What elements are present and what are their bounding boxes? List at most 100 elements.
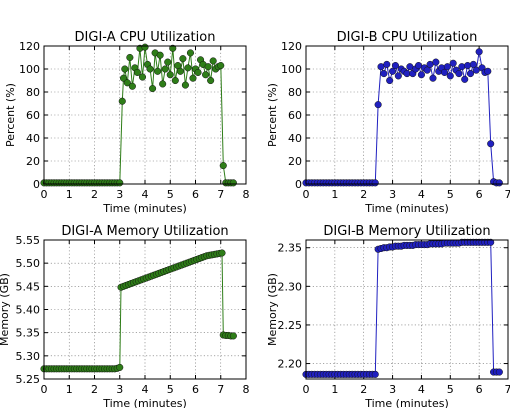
x-tick-label: 1 xyxy=(331,383,338,396)
y-axis-label: Memory (GB) xyxy=(266,273,279,346)
data-point xyxy=(458,63,466,71)
y-tick-label: 60 xyxy=(26,109,40,122)
data-point xyxy=(455,70,463,78)
data-point xyxy=(371,370,379,378)
data-point xyxy=(179,55,187,63)
data-point xyxy=(386,76,394,85)
x-tick-label: 3 xyxy=(116,383,123,396)
x-tick-label: 5 xyxy=(447,188,454,201)
y-tick-label: 5.35 xyxy=(16,327,41,340)
data-point xyxy=(217,62,225,70)
x-axis-label: Time (minutes) xyxy=(364,202,449,215)
data-point xyxy=(146,65,154,73)
chart-title: DIGI-A Memory Utilization xyxy=(61,224,228,239)
plot-frame xyxy=(43,239,247,380)
data-point xyxy=(133,68,141,76)
data-point xyxy=(209,57,217,65)
y-tick-label: 5.55 xyxy=(16,234,41,247)
data-point xyxy=(207,76,215,85)
x-tick-label: 6 xyxy=(192,383,199,396)
y-tick-label: 40 xyxy=(288,132,302,145)
data-point xyxy=(449,59,457,67)
x-tick-label: 6 xyxy=(192,188,199,201)
plot-frame xyxy=(305,45,509,185)
data-point xyxy=(464,62,472,70)
x-tick-label: 3 xyxy=(389,383,396,396)
plot-frame xyxy=(43,45,247,185)
x-tick-label: 2 xyxy=(91,383,98,396)
y-tick-label: 5.30 xyxy=(16,350,41,363)
y-tick-label: 2.35 xyxy=(278,242,303,255)
x-tick-label: 3 xyxy=(116,188,123,201)
y-tick-label: 2.25 xyxy=(278,319,303,332)
x-tick-label: 5 xyxy=(167,383,174,396)
x-tick-label: 8 xyxy=(243,383,250,396)
x-tick-label: 5 xyxy=(167,188,174,201)
x-tick-label: 2 xyxy=(360,188,367,201)
data-point xyxy=(495,179,503,187)
data-point xyxy=(149,85,157,93)
data-point xyxy=(181,81,189,89)
x-tick-label: 7 xyxy=(217,188,224,201)
data-point xyxy=(495,368,503,376)
data-point xyxy=(466,70,475,78)
data-point xyxy=(154,67,162,75)
data-point xyxy=(389,67,397,75)
data-point xyxy=(443,63,451,71)
data-point xyxy=(138,73,147,81)
y-tick-label: 5.45 xyxy=(16,280,41,293)
data-point xyxy=(484,67,492,75)
y-axis-label: Percent (%) xyxy=(4,83,17,147)
data-point xyxy=(116,363,124,371)
data-point xyxy=(189,74,197,82)
data-point xyxy=(380,70,388,78)
data-point xyxy=(417,71,425,79)
y-tick-label: 100 xyxy=(281,63,302,76)
data-point xyxy=(186,49,194,57)
data-point xyxy=(156,51,164,59)
y-tick-label: 2.20 xyxy=(278,358,303,371)
y-tick-label: 120 xyxy=(19,40,40,53)
data-point xyxy=(229,179,237,187)
data-point xyxy=(194,68,202,76)
y-tick-label: 5.25 xyxy=(16,373,41,386)
y-axis-label: Memory (GB) xyxy=(0,273,11,346)
chart-title: DIGI-B CPU Utilization xyxy=(337,30,478,45)
y-tick-label: 2.30 xyxy=(278,280,303,293)
y-tick-label: 80 xyxy=(288,86,302,99)
data-point xyxy=(219,162,227,170)
data-point xyxy=(440,68,449,76)
y-tick-label: 5.40 xyxy=(16,304,41,317)
data-point xyxy=(164,58,172,66)
y-tick-label: 20 xyxy=(288,155,302,168)
data-point xyxy=(184,64,192,72)
x-tick-label: 1 xyxy=(331,188,338,201)
data-point xyxy=(119,74,128,82)
data-point xyxy=(204,63,212,71)
data-point xyxy=(446,72,454,80)
x-tick-label: 8 xyxy=(243,188,250,201)
data-point xyxy=(374,101,382,109)
x-tick-label: 4 xyxy=(418,383,425,396)
data-point xyxy=(475,48,483,56)
plot-frame xyxy=(305,239,509,380)
x-tick-label: 0 xyxy=(41,188,48,201)
x-tick-label: 4 xyxy=(142,383,149,396)
x-tick-label: 2 xyxy=(360,383,367,396)
data-point xyxy=(487,238,495,246)
data-point xyxy=(461,75,469,83)
x-tick-label: 7 xyxy=(217,383,224,396)
chart-title: DIGI-B Memory Utilization xyxy=(323,224,490,239)
x-tick-label: 4 xyxy=(142,188,149,201)
series-line xyxy=(44,252,234,370)
data-point xyxy=(116,179,124,187)
data-point xyxy=(202,71,210,79)
x-tick-label: 5 xyxy=(447,383,454,396)
x-tick-label: 4 xyxy=(418,188,425,201)
y-tick-label: 60 xyxy=(288,109,302,122)
x-tick-label: 1 xyxy=(66,383,73,396)
data-point xyxy=(218,249,226,257)
data-point xyxy=(121,65,129,73)
data-point xyxy=(169,44,177,52)
